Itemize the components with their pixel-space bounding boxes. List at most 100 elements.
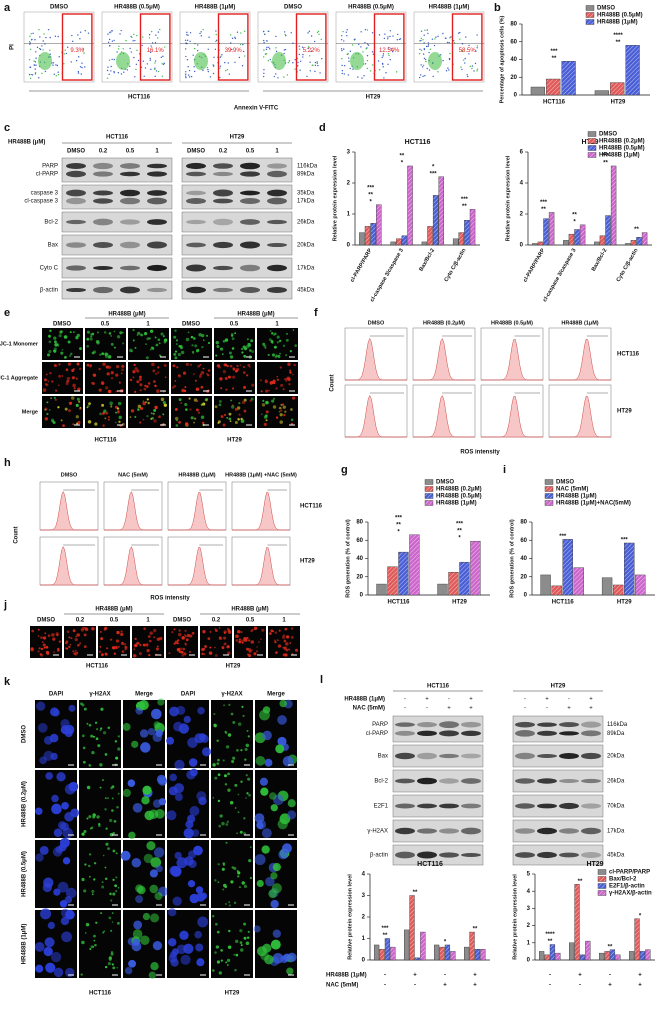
column-label: 0.5 xyxy=(230,322,239,328)
condition-sign: + xyxy=(608,983,612,989)
cell-dot xyxy=(75,59,78,62)
cell xyxy=(112,966,116,970)
cell xyxy=(201,333,205,338)
cell-dot xyxy=(234,61,236,63)
bar xyxy=(624,542,635,596)
cell-dot xyxy=(306,75,308,78)
significance-label: *** xyxy=(602,154,610,160)
cell xyxy=(56,648,60,652)
cell xyxy=(158,354,161,357)
cell xyxy=(134,643,138,647)
band xyxy=(240,287,260,293)
significance-label: ** xyxy=(616,40,621,46)
cell xyxy=(283,639,287,643)
cell xyxy=(212,797,215,799)
cell xyxy=(182,371,187,375)
y-tick-label: 1 xyxy=(527,940,531,946)
legend-label: HR488B (1μM) xyxy=(436,501,477,507)
band xyxy=(186,190,206,196)
cell-dot xyxy=(150,68,152,71)
cell xyxy=(87,420,92,424)
cell xyxy=(273,639,276,642)
cell-dot xyxy=(34,39,36,41)
cell xyxy=(173,335,177,339)
significance-label: ** xyxy=(541,207,546,213)
band xyxy=(267,170,287,178)
cell xyxy=(222,759,225,762)
y-tick-label: 60 xyxy=(510,39,517,45)
cell-dot xyxy=(299,48,301,50)
cell xyxy=(186,814,196,823)
cell-dot xyxy=(262,30,265,33)
cell xyxy=(202,421,205,425)
cell-dot xyxy=(426,29,429,31)
cell xyxy=(40,647,44,651)
cell xyxy=(132,376,135,379)
cell xyxy=(240,948,244,952)
cell xyxy=(118,415,122,420)
cell xyxy=(156,645,159,648)
cell-dot xyxy=(35,57,37,59)
cell xyxy=(212,763,216,767)
cell xyxy=(225,388,228,391)
cell-dot xyxy=(428,69,431,71)
cell xyxy=(115,890,118,893)
cell xyxy=(184,422,189,426)
cell-dot xyxy=(107,41,110,44)
cell xyxy=(89,364,92,367)
cell xyxy=(139,421,142,424)
cell-dot xyxy=(273,75,276,78)
cell xyxy=(98,650,102,654)
cell xyxy=(219,377,223,381)
cell xyxy=(238,640,242,644)
cell xyxy=(269,632,272,635)
cell xyxy=(44,378,47,382)
cell xyxy=(245,774,248,777)
cell xyxy=(274,631,278,635)
cell xyxy=(285,648,289,652)
cell xyxy=(99,630,102,633)
cell xyxy=(135,895,144,904)
cell xyxy=(155,808,165,819)
cell-dot xyxy=(108,45,111,47)
band xyxy=(439,852,459,858)
cell xyxy=(279,413,283,417)
cell xyxy=(237,722,242,726)
cell xyxy=(153,636,155,639)
condition-sign: + xyxy=(638,983,642,989)
cell xyxy=(114,645,118,649)
cell xyxy=(215,945,220,949)
cell xyxy=(239,830,243,834)
cell-dot xyxy=(65,52,68,55)
cell-dot xyxy=(154,67,156,69)
legend-label: DMSO xyxy=(597,6,615,12)
column-label: HR488B (0.5μM) xyxy=(348,5,394,11)
cell-dot xyxy=(219,76,221,79)
cell xyxy=(291,396,296,400)
cell xyxy=(103,331,107,334)
cell-dot xyxy=(228,73,231,75)
band xyxy=(559,722,579,728)
cell xyxy=(60,351,64,355)
band xyxy=(240,241,260,249)
cell-dot xyxy=(265,48,268,51)
cell-dot xyxy=(387,36,389,38)
cell xyxy=(228,904,231,907)
band xyxy=(120,171,140,177)
band xyxy=(267,264,287,272)
condition-sign: - xyxy=(444,973,446,979)
cell xyxy=(176,366,179,369)
cell-dot xyxy=(41,72,43,75)
cell-dot xyxy=(343,48,345,50)
cell xyxy=(180,954,191,965)
cell xyxy=(197,707,205,715)
cell xyxy=(155,373,157,375)
y-tick-label: 0 xyxy=(514,93,518,99)
cell xyxy=(271,883,282,894)
cell xyxy=(69,643,72,646)
cell-dot xyxy=(366,67,369,70)
cell xyxy=(133,363,136,367)
cell xyxy=(117,410,120,413)
cell xyxy=(68,409,71,413)
cell xyxy=(217,773,221,777)
